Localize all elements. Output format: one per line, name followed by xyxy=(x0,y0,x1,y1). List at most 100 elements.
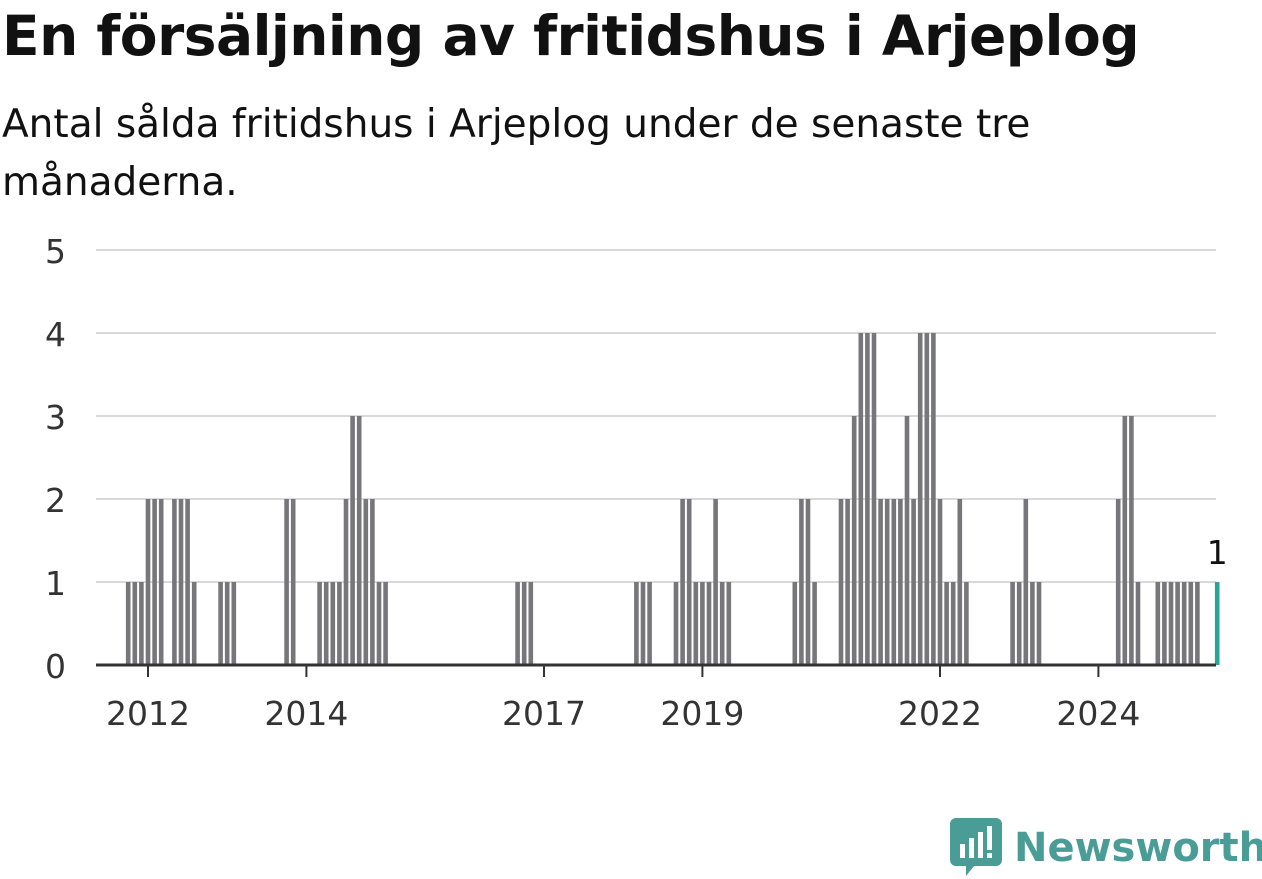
bar xyxy=(356,416,362,665)
bar xyxy=(363,499,369,665)
latest-value-label: 1 xyxy=(1207,533,1228,572)
bar xyxy=(125,582,131,665)
bar xyxy=(812,582,817,665)
bar xyxy=(284,499,289,665)
bar xyxy=(1168,582,1174,665)
bar xyxy=(1162,582,1167,665)
bar xyxy=(792,582,798,665)
bar xyxy=(898,499,903,665)
bar xyxy=(719,582,725,665)
bar xyxy=(330,582,336,665)
bar xyxy=(673,582,679,665)
chart-subtitle: Antal sålda fritidshus i Arjeplog under … xyxy=(2,102,1031,205)
bar xyxy=(337,582,342,665)
bar xyxy=(686,499,692,665)
bar xyxy=(290,499,296,665)
y-tick-label: 5 xyxy=(45,232,66,271)
bar-chart: 0 1 2 3 4 5 1 2012 2014 2017 2019 2022 2024 xyxy=(45,232,1228,733)
bar xyxy=(878,499,883,665)
bar xyxy=(1135,582,1141,665)
bar xyxy=(964,582,969,665)
y-tick-label: 0 xyxy=(45,647,66,686)
bar xyxy=(911,499,916,665)
bar xyxy=(1023,499,1029,665)
bar xyxy=(1030,582,1035,665)
bar xyxy=(713,499,718,665)
bar xyxy=(145,499,151,665)
bar xyxy=(1016,582,1022,665)
bar xyxy=(700,582,705,665)
bar xyxy=(858,333,864,665)
bar xyxy=(640,582,646,665)
y-tick-label: 1 xyxy=(45,564,66,603)
y-tick-label: 3 xyxy=(45,398,66,437)
bar xyxy=(317,582,322,665)
y-tick-label: 2 xyxy=(45,481,66,520)
x-tick-label: 2024 xyxy=(1056,694,1140,733)
chart-title: En försäljning av fritidshus i Arjeplog xyxy=(2,4,1140,68)
bar xyxy=(634,582,639,665)
bar xyxy=(1181,582,1187,665)
bar xyxy=(152,499,157,665)
bar xyxy=(726,582,732,665)
bar xyxy=(838,499,844,665)
bar-latest xyxy=(1214,582,1220,665)
bar xyxy=(680,499,685,665)
bar xyxy=(931,333,936,665)
bar xyxy=(1115,499,1121,665)
bar xyxy=(851,416,857,665)
x-tick-label: 2012 xyxy=(106,694,190,733)
bar xyxy=(218,582,223,665)
bar xyxy=(871,333,877,665)
x-tick-label: 2017 xyxy=(502,694,586,733)
bar xyxy=(917,333,923,665)
bar xyxy=(231,582,237,665)
bar xyxy=(1195,582,1200,665)
bar xyxy=(891,499,897,665)
x-tick-label: 2019 xyxy=(660,694,744,733)
bar xyxy=(178,499,184,665)
bar xyxy=(904,416,910,665)
bar xyxy=(937,499,943,665)
bar xyxy=(647,582,652,665)
bar xyxy=(528,582,534,665)
bar xyxy=(350,416,355,665)
bar xyxy=(323,582,329,665)
bar xyxy=(1122,416,1128,665)
bar xyxy=(1188,582,1194,665)
bar xyxy=(924,333,930,665)
bar xyxy=(383,582,388,665)
bar xyxy=(521,582,527,665)
bar xyxy=(139,582,144,665)
bar xyxy=(1036,582,1042,665)
bar xyxy=(1129,416,1134,665)
bar xyxy=(799,499,804,665)
bar xyxy=(884,499,890,665)
bar xyxy=(185,499,190,665)
bar xyxy=(950,582,956,665)
bar xyxy=(515,582,520,665)
bar xyxy=(944,582,949,665)
x-tick-label: 2014 xyxy=(264,694,348,733)
bar xyxy=(706,582,712,665)
bar xyxy=(343,499,349,665)
newsworthy-logo-icon xyxy=(950,818,1002,876)
bar xyxy=(845,499,850,665)
bar xyxy=(132,582,138,665)
y-tick-label: 4 xyxy=(45,315,66,354)
bar xyxy=(1010,582,1015,665)
bar xyxy=(865,333,870,665)
bar xyxy=(957,499,963,665)
bar xyxy=(1175,582,1180,665)
bar xyxy=(224,582,230,665)
bar xyxy=(172,499,177,665)
bar xyxy=(805,499,811,665)
brand-name: Newsworthy xyxy=(1014,825,1262,871)
x-tick-label: 2022 xyxy=(898,694,982,733)
bar xyxy=(191,582,197,665)
bar xyxy=(158,499,164,665)
bar xyxy=(370,499,375,665)
newsworthy-logo: Newsworthy xyxy=(950,818,1262,878)
bar xyxy=(693,582,699,665)
bar xyxy=(1155,582,1161,665)
